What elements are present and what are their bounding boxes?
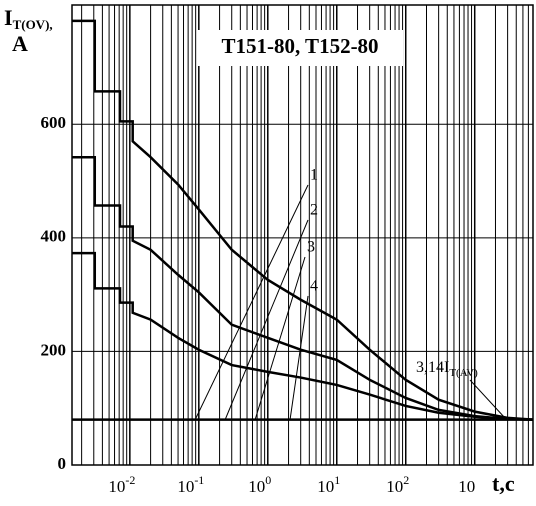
x-tick-label-base: 10 [177,477,194,496]
baseline-leader [469,379,506,419]
x-tick-label: 101 [317,473,340,496]
y-tick-label: 600 [41,113,67,132]
x-tick-label-exponent: -2 [125,473,135,487]
annotation: 3 [307,239,315,256]
annotation: 2 [310,202,318,219]
x-tick-label: 102 [386,473,409,496]
x-tick-label-base: 10 [108,477,125,496]
plot-frame [71,4,534,466]
y-axis-label-main: I [4,5,13,30]
pointer-line [224,219,309,421]
x-tick-label-base: 10 [458,477,475,496]
pointer-line [254,256,306,421]
pointer-line [289,295,309,421]
annotation: 1 [310,167,318,184]
y-tick-label: 200 [41,340,67,359]
x-axis-label: t,c [492,471,515,496]
title-box [197,30,403,66]
y-axis-label-sub: T(OV), [13,17,53,32]
x-tick-label-base: 10 [386,477,403,496]
annotation: 4 [310,278,318,295]
series-line [72,155,534,421]
x-tick-label-exponent: 1 [334,473,340,487]
y-tick-label: 0 [58,454,67,473]
baseline-label-main: 3,14I [416,359,449,376]
x-tick-label-base: 10 [248,477,265,496]
y-axis-unit: A [12,31,28,56]
y-tick-label: 400 [41,227,67,246]
baseline-label-sub: T(AV) [449,367,478,379]
x-tick-label-exponent: 0 [265,473,271,487]
chart-title: T151-80, T152-80 [221,34,378,58]
x-tick-label-exponent: -1 [194,473,204,487]
pointer-line [194,184,309,421]
x-tick-label: 10-1 [177,473,204,496]
x-tick-label: 10-2 [108,473,135,496]
x-tick-label-base: 10 [317,477,334,496]
x-tick-label: 10 [458,477,475,496]
x-tick-label-exponent: 2 [403,473,409,487]
series-line [72,251,534,421]
baseline-label: 3,14IT(AV) [416,359,478,379]
y-axis-label: IT(OV), [4,5,53,32]
series-line [72,19,534,421]
x-tick-label: 100 [248,473,271,496]
